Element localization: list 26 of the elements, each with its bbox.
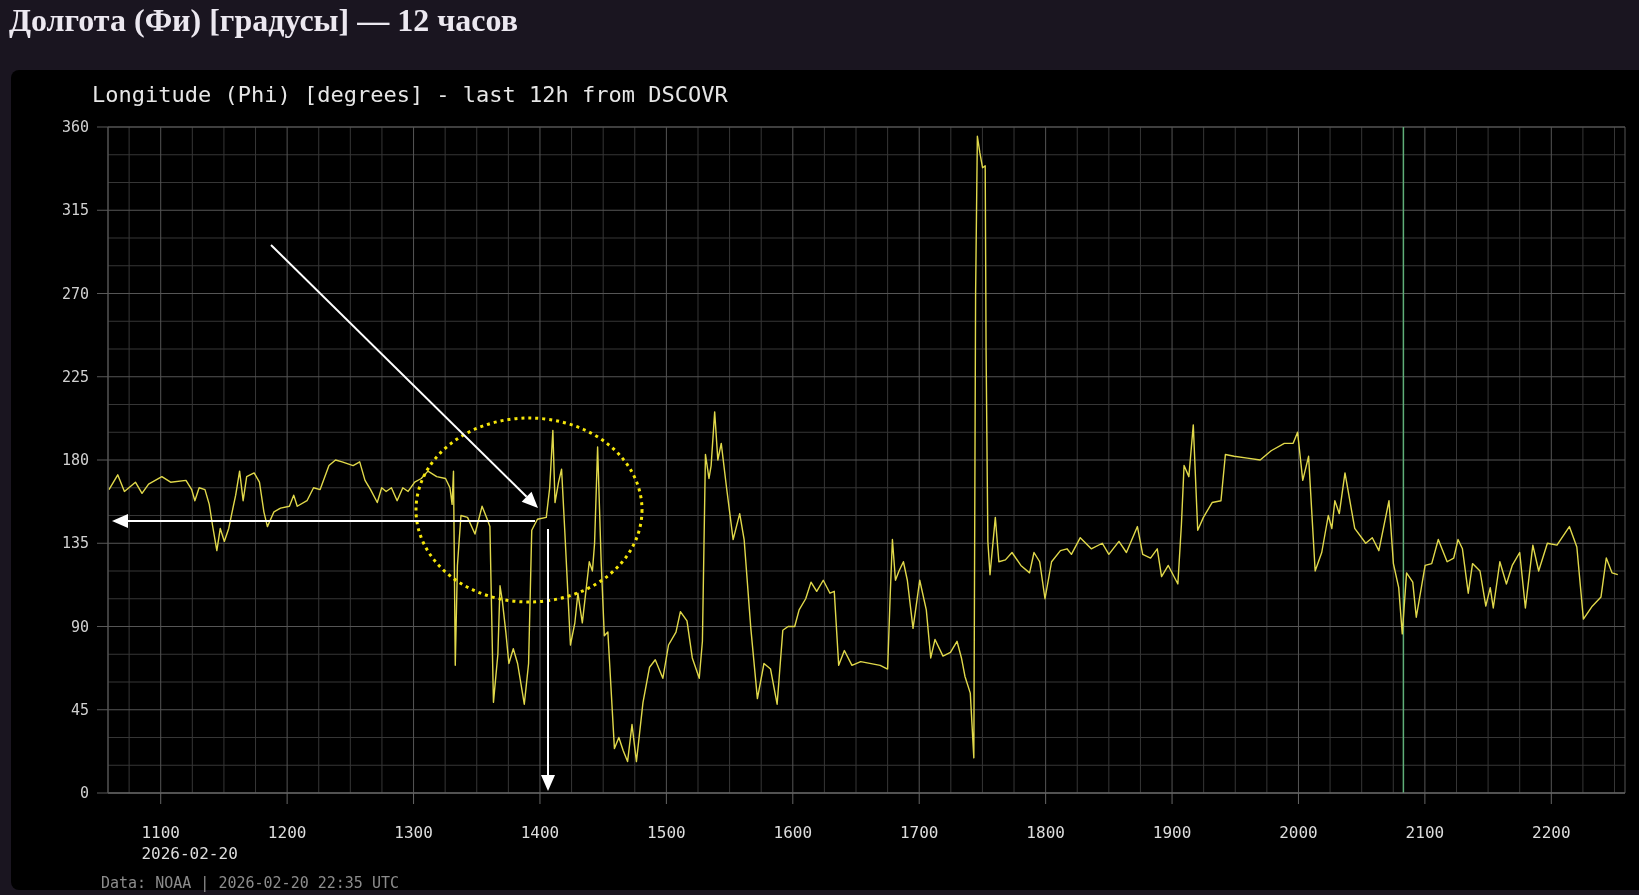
- y-tick-label: 315: [61, 201, 89, 220]
- x-tick-label: 2100: [1405, 822, 1445, 842]
- y-tick-label: 180: [61, 451, 89, 469]
- y-tick-label: 135: [61, 534, 89, 553]
- y-tick-label: 90: [70, 617, 89, 636]
- chart-subtitle: Longitude (Phi) [degrees] - last 12h from DSCOVR: [92, 81, 728, 109]
- y-tick-label: 225: [61, 367, 89, 386]
- x-tick-label: 1500: [647, 822, 686, 842]
- line-series: [108, 135, 1619, 763]
- y-tick-label: 0: [79, 784, 89, 802]
- chart-title: Долгота (Фи) [градусы] — 12 часов: [9, 1, 518, 40]
- x-tick-label: 2000: [1279, 822, 1318, 842]
- x-tick-label: 1200: [267, 822, 307, 842]
- x-tick-label: 1300: [394, 822, 433, 842]
- x-tick-label: 1900: [1152, 822, 1192, 842]
- text: 2026-02-20: [141, 843, 238, 863]
- y-tick-label: 270: [61, 284, 89, 303]
- x-tick-label: 1600: [773, 822, 813, 842]
- y-tick-label: 45: [70, 700, 89, 719]
- x-tick-label: 2200: [1532, 822, 1571, 842]
- x-tick-label: 1100: [141, 822, 180, 842]
- y-tick-label: 360: [61, 118, 89, 136]
- text: Data: NOAA | 2026-02-20 22:35 UTC: [101, 874, 400, 892]
- x-tick-label: 1800: [1026, 822, 1065, 842]
- x-tick-label: 1700: [899, 822, 939, 842]
- x-tick-label: 1400: [520, 822, 560, 842]
